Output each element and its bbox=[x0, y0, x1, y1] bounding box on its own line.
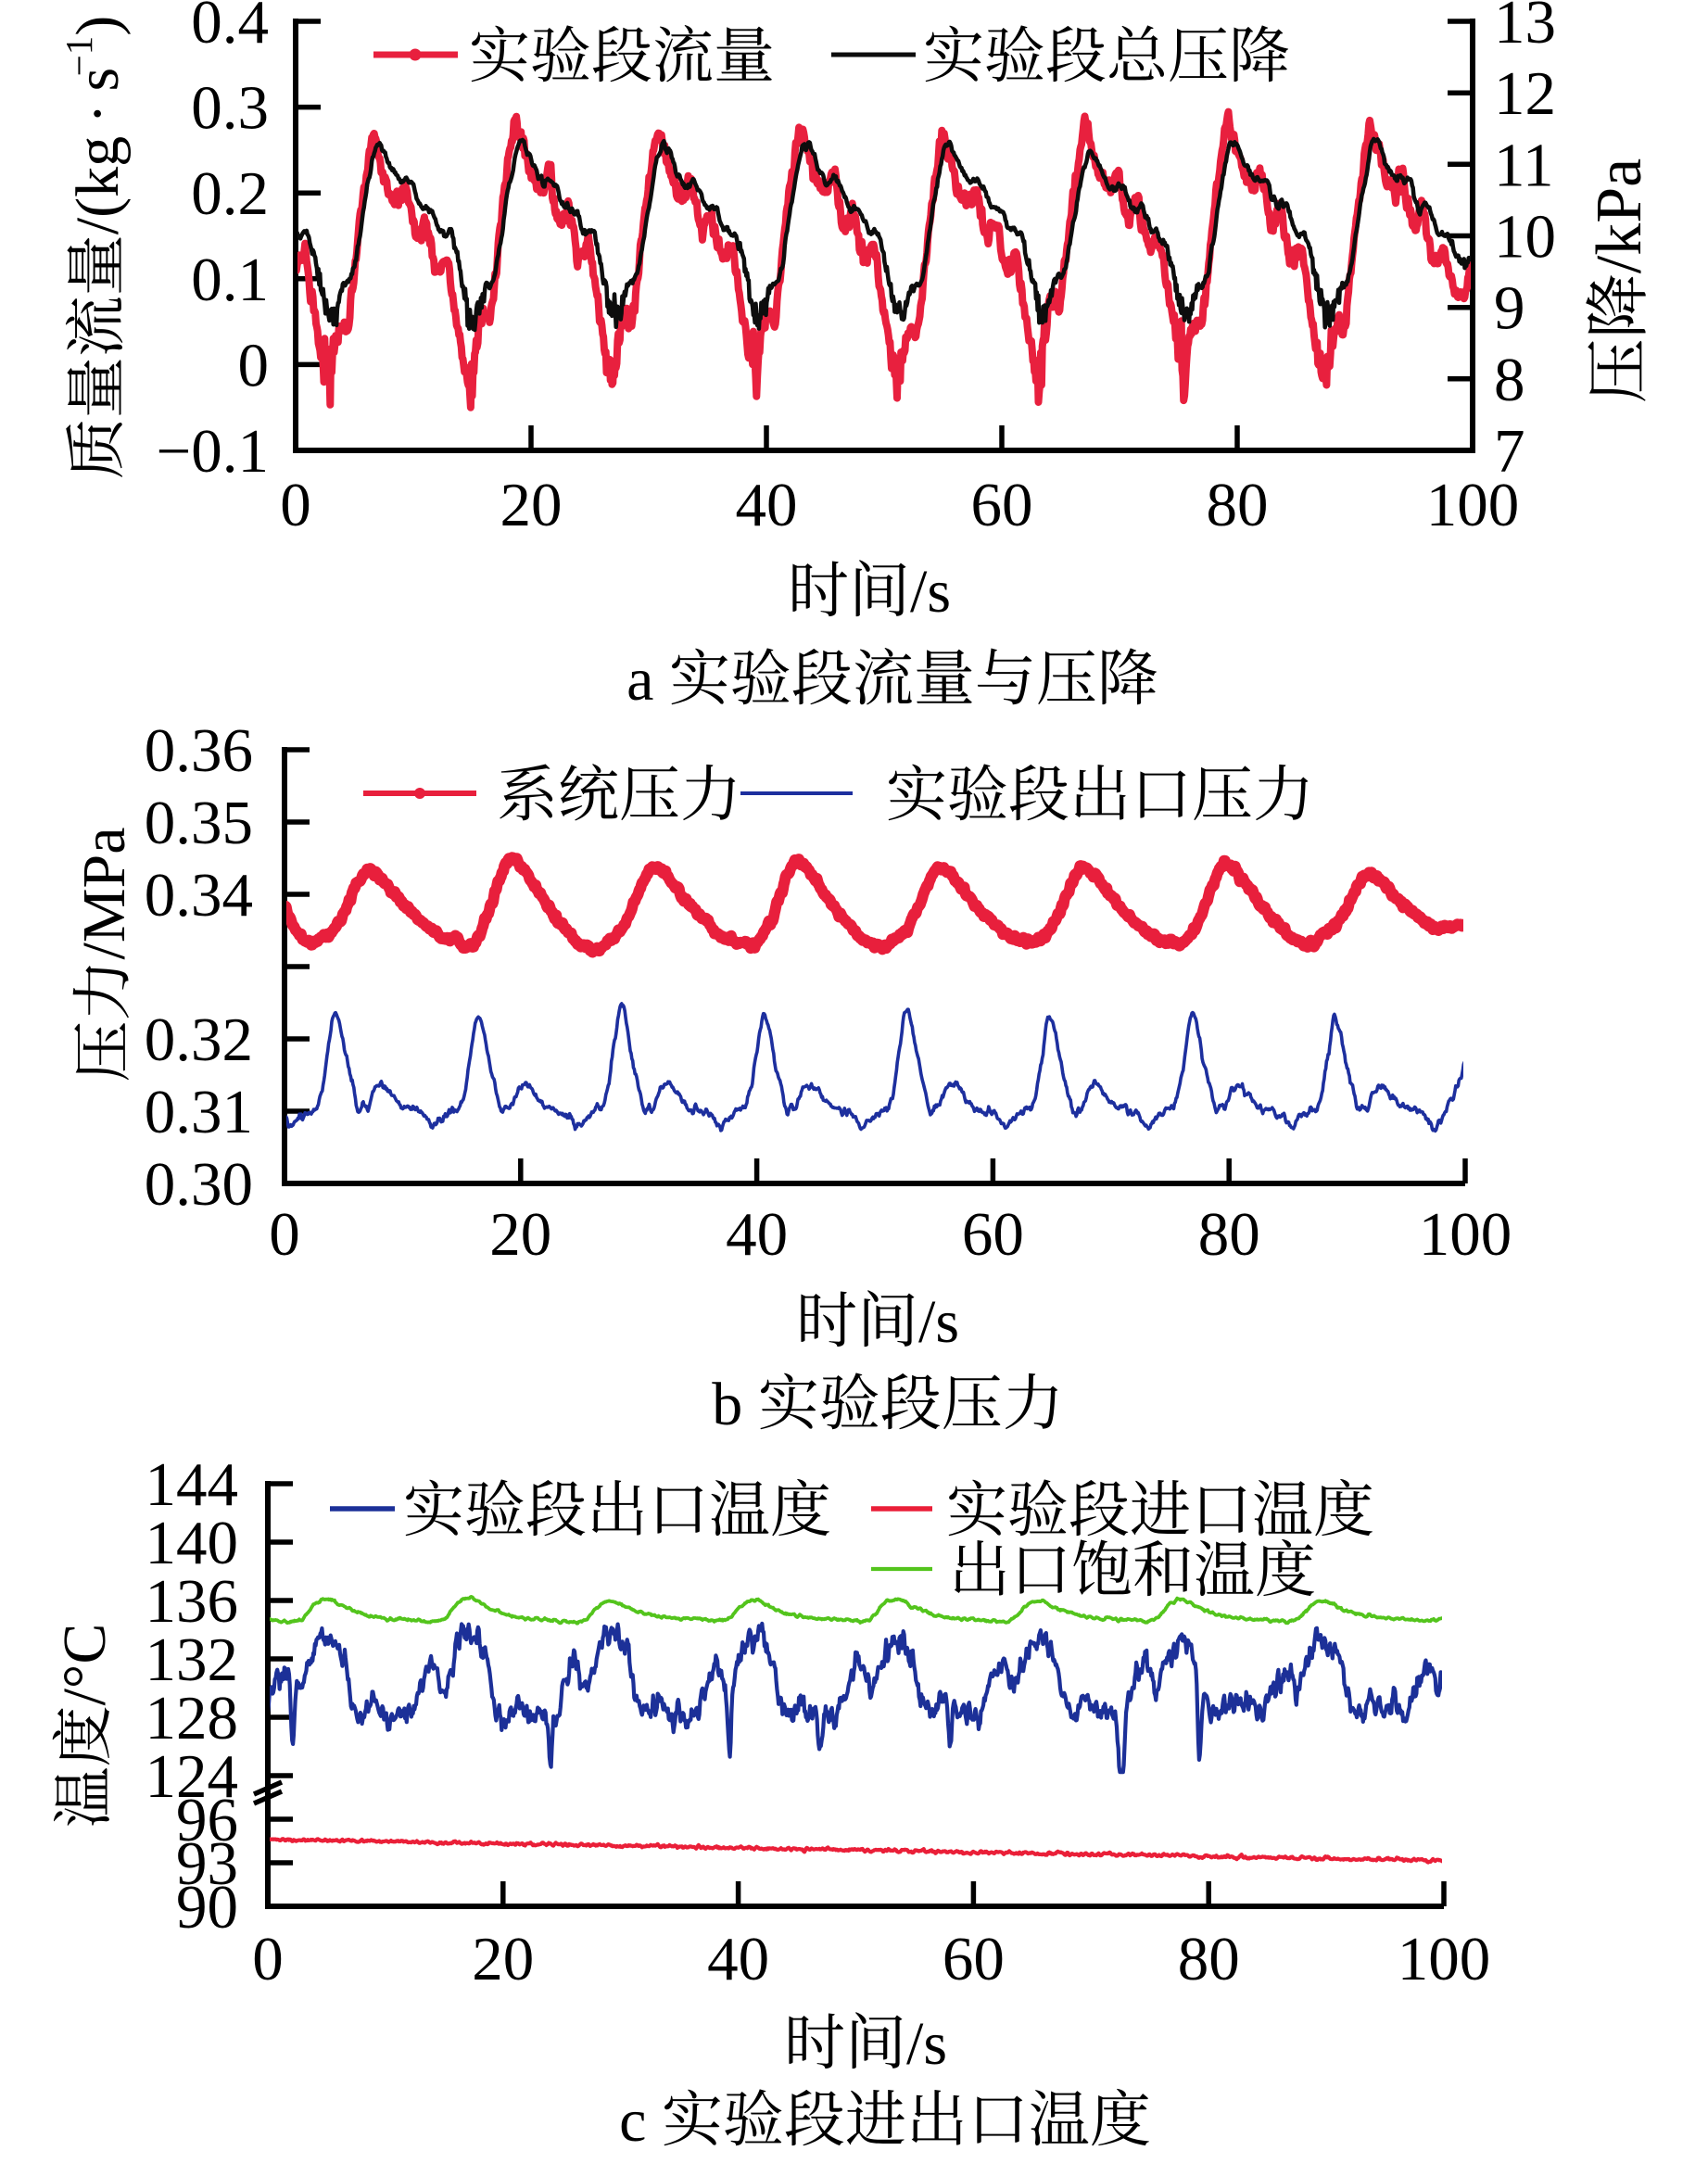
svg-text:0.2: 0.2 bbox=[191, 159, 269, 228]
svg-text:90: 90 bbox=[176, 1873, 238, 1942]
svg-text:40: 40 bbox=[726, 1200, 788, 1269]
svg-text:/kPa: /kPa bbox=[1584, 158, 1655, 273]
svg-text:20: 20 bbox=[472, 1925, 534, 1993]
svg-text:0.31: 0.31 bbox=[145, 1078, 253, 1146]
svg-text:128: 128 bbox=[145, 1684, 239, 1752]
svg-text:11: 11 bbox=[1494, 131, 1554, 199]
svg-text:0.35: 0.35 bbox=[145, 789, 253, 857]
svg-text:/(kg · s: /(kg · s bbox=[64, 68, 132, 234]
svg-text:80: 80 bbox=[1207, 471, 1269, 539]
svg-text:13: 13 bbox=[1494, 0, 1556, 57]
svg-text:60: 60 bbox=[962, 1200, 1024, 1269]
svg-text:20: 20 bbox=[489, 1200, 551, 1269]
svg-text:a: a bbox=[626, 646, 653, 714]
svg-text:/s: /s bbox=[910, 558, 951, 626]
svg-text:80: 80 bbox=[1198, 1200, 1260, 1269]
svg-text:100: 100 bbox=[1426, 471, 1520, 539]
svg-text:7: 7 bbox=[1494, 417, 1525, 486]
svg-text:93: 93 bbox=[176, 1829, 238, 1898]
svg-text:40: 40 bbox=[707, 1925, 769, 1993]
svg-text:140: 140 bbox=[145, 1509, 239, 1577]
svg-text:136: 136 bbox=[145, 1567, 239, 1636]
svg-text:100: 100 bbox=[1419, 1200, 1512, 1269]
svg-text:8: 8 bbox=[1494, 346, 1525, 414]
svg-text:0.4: 0.4 bbox=[191, 0, 269, 57]
svg-text:0: 0 bbox=[269, 1200, 300, 1269]
svg-text:0: 0 bbox=[238, 331, 270, 399]
svg-text:/MPa: /MPa bbox=[70, 827, 138, 959]
svg-text:96: 96 bbox=[176, 1786, 238, 1854]
svg-text:−1: −1 bbox=[57, 36, 100, 77]
svg-text:100: 100 bbox=[1398, 1925, 1491, 1993]
svg-text:0.3: 0.3 bbox=[191, 74, 269, 143]
svg-text:b: b bbox=[712, 1371, 742, 1438]
svg-text:12: 12 bbox=[1494, 59, 1556, 128]
svg-text:/°C: /°C bbox=[51, 1624, 119, 1706]
svg-text:0: 0 bbox=[252, 1925, 284, 1993]
svg-text:20: 20 bbox=[500, 471, 563, 539]
svg-text:10: 10 bbox=[1494, 203, 1556, 272]
svg-text:144: 144 bbox=[145, 1450, 239, 1519]
svg-text:40: 40 bbox=[736, 471, 798, 539]
svg-text:−0.1: −0.1 bbox=[156, 417, 269, 486]
svg-text:0.1: 0.1 bbox=[191, 246, 269, 314]
svg-text:0.36: 0.36 bbox=[145, 716, 253, 785]
svg-text:80: 80 bbox=[1178, 1925, 1240, 1993]
svg-text:60: 60 bbox=[943, 1925, 1005, 1993]
svg-text:0.30: 0.30 bbox=[145, 1150, 253, 1219]
svg-text:0.34: 0.34 bbox=[145, 861, 253, 930]
svg-text:/s: /s bbox=[906, 2010, 947, 2078]
svg-text:124: 124 bbox=[145, 1742, 239, 1811]
svg-text:132: 132 bbox=[145, 1626, 239, 1694]
svg-text:c: c bbox=[619, 2087, 646, 2155]
svg-text:): ) bbox=[64, 16, 132, 36]
svg-text:60: 60 bbox=[971, 471, 1033, 539]
svg-text:9: 9 bbox=[1494, 274, 1525, 343]
svg-text:0: 0 bbox=[280, 471, 311, 539]
svg-text:0.32: 0.32 bbox=[145, 1006, 253, 1074]
svg-text:/s: /s bbox=[918, 1288, 959, 1356]
